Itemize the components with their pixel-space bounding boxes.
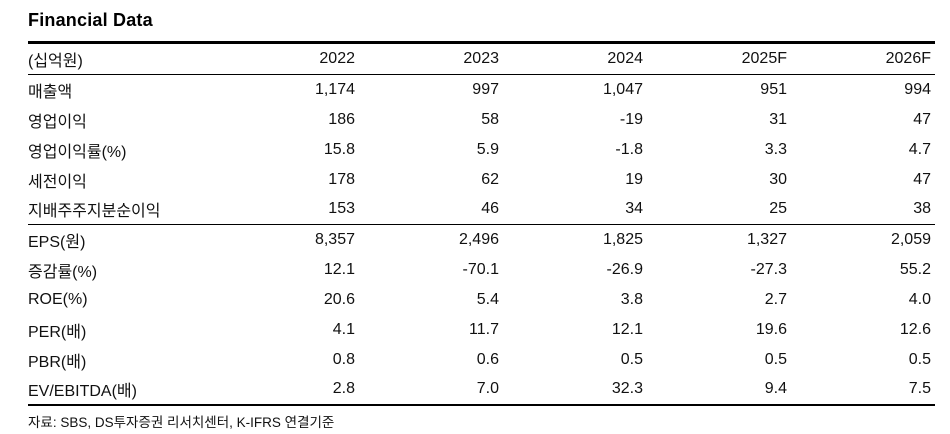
cell-value: 0.5 bbox=[908, 350, 931, 368]
column-header-2025f: 2025F bbox=[741, 50, 787, 67]
row-label: 영업이익률(%) bbox=[28, 143, 127, 161]
cell-value: 3.8 bbox=[620, 290, 643, 308]
table-row: 영업이익 186 58 -19 31 47 bbox=[28, 105, 935, 135]
cell-value: 7.5 bbox=[908, 380, 931, 397]
per-share-ratio-section: EPS(원) 8,357 2,496 1,825 1,327 2,059 증감률(%) 12.… bbox=[28, 225, 935, 405]
cell-value: 15.8 bbox=[323, 140, 355, 158]
cell-value: 4.1 bbox=[332, 320, 355, 338]
cell-value: 0.5 bbox=[764, 350, 787, 368]
cell-value: 25 bbox=[769, 200, 787, 218]
cell-value: 3.3 bbox=[764, 140, 787, 158]
cell-value: 1,825 bbox=[602, 230, 643, 248]
cell-value: 7.0 bbox=[476, 380, 499, 397]
cell-value: 11.7 bbox=[469, 320, 499, 338]
cell-value: 19.6 bbox=[755, 320, 787, 338]
column-header-2024: 2024 bbox=[607, 50, 643, 67]
row-label: 세전이익 bbox=[28, 173, 87, 191]
cell-value: 2.8 bbox=[332, 380, 355, 397]
cell-value: -70.1 bbox=[462, 260, 499, 278]
row-label: EPS(원) bbox=[28, 233, 86, 251]
source-note: 자료: SBS, DS투자증권 리서치센터, K-IFRS 연결기준 bbox=[28, 414, 335, 430]
cell-value: 9.4 bbox=[764, 380, 787, 397]
cell-value: 12.1 bbox=[323, 260, 355, 278]
cell-value: 19 bbox=[625, 170, 643, 188]
unit-label: (십억원) bbox=[28, 53, 83, 70]
row-label: 증감률(%) bbox=[28, 263, 98, 281]
cell-value: 38 bbox=[913, 200, 931, 218]
income-statement-section: 매출액 1,174 997 1,047 951 994 영업이익 186 58 -19 31 47 영업… bbox=[28, 75, 935, 225]
cell-value: 0.8 bbox=[332, 350, 355, 368]
cell-value: 62 bbox=[481, 170, 499, 188]
cell-value: 47 bbox=[913, 170, 931, 188]
table-row: PBR(배) 0.8 0.6 0.5 0.5 0.5 bbox=[28, 345, 935, 375]
cell-value: 994 bbox=[904, 80, 931, 98]
cell-value: 5.4 bbox=[476, 290, 499, 308]
cell-value: 47 bbox=[913, 110, 931, 128]
cell-value: -19 bbox=[619, 110, 643, 128]
cell-value: 12.1 bbox=[611, 320, 643, 338]
page-title: Financial Data bbox=[28, 10, 153, 30]
cell-value: 32.3 bbox=[611, 380, 643, 397]
table-row: 매출액 1,174 997 1,047 951 994 bbox=[28, 75, 935, 105]
cell-value: 46 bbox=[481, 200, 499, 218]
cell-value: 186 bbox=[328, 110, 355, 128]
cell-value: 31 bbox=[769, 110, 787, 128]
row-label: 영업이익 bbox=[28, 113, 87, 131]
cell-value: 58 bbox=[481, 110, 499, 128]
cell-value: 12.6 bbox=[899, 320, 931, 338]
table-row: 영업이익률(%) 15.8 5.9 -1.8 3.3 4.7 bbox=[28, 135, 935, 165]
table-row: 지배주주지분순이익 153 46 34 25 38 bbox=[28, 195, 935, 225]
table-row: 증감률(%) 12.1 -70.1 -26.9 -27.3 55.2 bbox=[28, 255, 935, 285]
cell-value: 1,327 bbox=[746, 230, 787, 248]
table-row: EV/EBITDA(배) 2.8 7.0 32.3 9.4 7.5 bbox=[28, 375, 935, 405]
row-label: PER(배) bbox=[28, 323, 87, 341]
cell-value: 20.6 bbox=[323, 290, 355, 308]
table-row: PER(배) 4.1 11.7 12.1 19.6 12.6 bbox=[28, 315, 935, 345]
cell-value: 4.0 bbox=[908, 290, 931, 308]
cell-value: 55.2 bbox=[899, 260, 931, 278]
financial-table: (십억원) 2022 2023 2024 2025F 2026F 매출액 1,17… bbox=[28, 41, 935, 406]
cell-value: 1,174 bbox=[314, 80, 355, 98]
cell-value: 5.9 bbox=[476, 140, 499, 158]
row-label: 지배주주지분순이익 bbox=[28, 203, 161, 221]
cell-value: 951 bbox=[760, 80, 787, 98]
column-header-2022: 2022 bbox=[319, 50, 355, 67]
table-row: ROE(%) 20.6 5.4 3.8 2.7 4.0 bbox=[28, 285, 935, 315]
table-row: EPS(원) 8,357 2,496 1,825 1,327 2,059 bbox=[28, 225, 935, 255]
row-label: 매출액 bbox=[28, 83, 73, 101]
row-label: EV/EBITDA(배) bbox=[28, 383, 137, 400]
cell-value: -1.8 bbox=[615, 140, 643, 158]
cell-value: 2.7 bbox=[764, 290, 787, 308]
column-header-2023: 2023 bbox=[463, 50, 499, 67]
cell-value: 4.7 bbox=[908, 140, 931, 158]
cell-value: -26.9 bbox=[606, 260, 643, 278]
cell-value: 178 bbox=[328, 170, 355, 188]
row-label: PBR(배) bbox=[28, 353, 87, 371]
column-header-2026f: 2026F bbox=[885, 50, 931, 67]
cell-value: -27.3 bbox=[750, 260, 787, 278]
cell-value: 8,357 bbox=[314, 230, 355, 248]
cell-value: 153 bbox=[328, 200, 355, 218]
cell-value: 1,047 bbox=[602, 80, 643, 98]
cell-value: 2,059 bbox=[890, 230, 931, 248]
cell-value: 0.6 bbox=[476, 350, 499, 368]
header-row: (십억원) 2022 2023 2024 2025F 2026F bbox=[28, 43, 935, 75]
table-row: 세전이익 178 62 19 30 47 bbox=[28, 165, 935, 195]
cell-value: 2,496 bbox=[458, 230, 499, 248]
cell-value: 34 bbox=[625, 200, 643, 218]
row-label: ROE(%) bbox=[28, 290, 88, 308]
cell-value: 997 bbox=[472, 80, 499, 98]
cell-value: 0.5 bbox=[620, 350, 643, 368]
cell-value: 30 bbox=[769, 170, 787, 188]
